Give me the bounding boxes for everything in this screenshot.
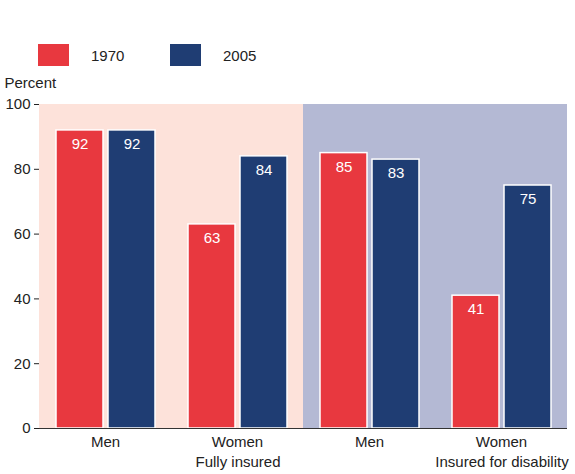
svg-text:84: 84: [256, 161, 273, 178]
html-text:1970: 1970: [91, 46, 125, 64]
svg-text:Percent: Percent: [5, 74, 58, 91]
svg-text:92: 92: [72, 135, 89, 152]
svg-text:20: 20: [14, 355, 31, 372]
svg-text:63: 63: [204, 229, 221, 246]
svg-text:Men: Men: [91, 433, 120, 450]
svg-text:Fully insured: Fully insured: [195, 453, 280, 470]
svg-text:0: 0: [22, 419, 30, 436]
svg-text:75: 75: [520, 190, 537, 207]
svg-text:92: 92: [124, 135, 141, 152]
svg-text:100: 100: [5, 95, 30, 112]
svg-text:Men: Men: [355, 433, 384, 450]
svg-text:83: 83: [388, 164, 405, 181]
svg-text:Women: Women: [476, 433, 527, 450]
html-text:2005: 2005: [223, 46, 257, 64]
svg-text:Women: Women: [212, 433, 263, 450]
svg-text:80: 80: [14, 160, 31, 177]
svg-text:60: 60: [14, 225, 31, 242]
svg-text:40: 40: [14, 290, 31, 307]
svg-text:85: 85: [336, 158, 353, 175]
svg-text:Insured for disability: Insured for disability: [435, 453, 569, 470]
svg-text:41: 41: [468, 300, 485, 317]
